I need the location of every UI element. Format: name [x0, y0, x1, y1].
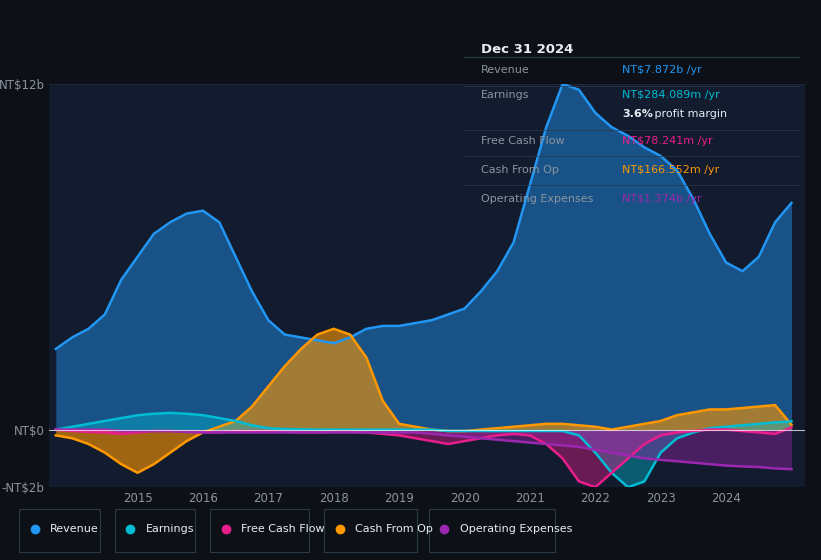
Text: Dec 31 2024: Dec 31 2024 [481, 43, 573, 55]
Text: 3.6%: 3.6% [622, 109, 653, 119]
Text: NT$7.872b /yr: NT$7.872b /yr [622, 66, 702, 75]
Text: Earnings: Earnings [481, 90, 530, 100]
Text: Cash From Op: Cash From Op [481, 165, 558, 175]
Text: NT$166.552m /yr: NT$166.552m /yr [622, 165, 719, 175]
Text: Revenue: Revenue [481, 66, 530, 75]
Text: NT$1.374b /yr: NT$1.374b /yr [622, 194, 702, 204]
Text: NT$284.089m /yr: NT$284.089m /yr [622, 90, 720, 100]
Text: Free Cash Flow: Free Cash Flow [241, 524, 325, 534]
Text: Revenue: Revenue [50, 524, 99, 534]
Text: Operating Expenses: Operating Expenses [460, 524, 572, 534]
Text: Free Cash Flow: Free Cash Flow [481, 136, 564, 146]
Text: Cash From Op: Cash From Op [355, 524, 433, 534]
Text: Operating Expenses: Operating Expenses [481, 194, 593, 204]
Text: NT$78.241m /yr: NT$78.241m /yr [622, 136, 713, 146]
Text: Earnings: Earnings [146, 524, 195, 534]
Text: profit margin: profit margin [651, 109, 727, 119]
